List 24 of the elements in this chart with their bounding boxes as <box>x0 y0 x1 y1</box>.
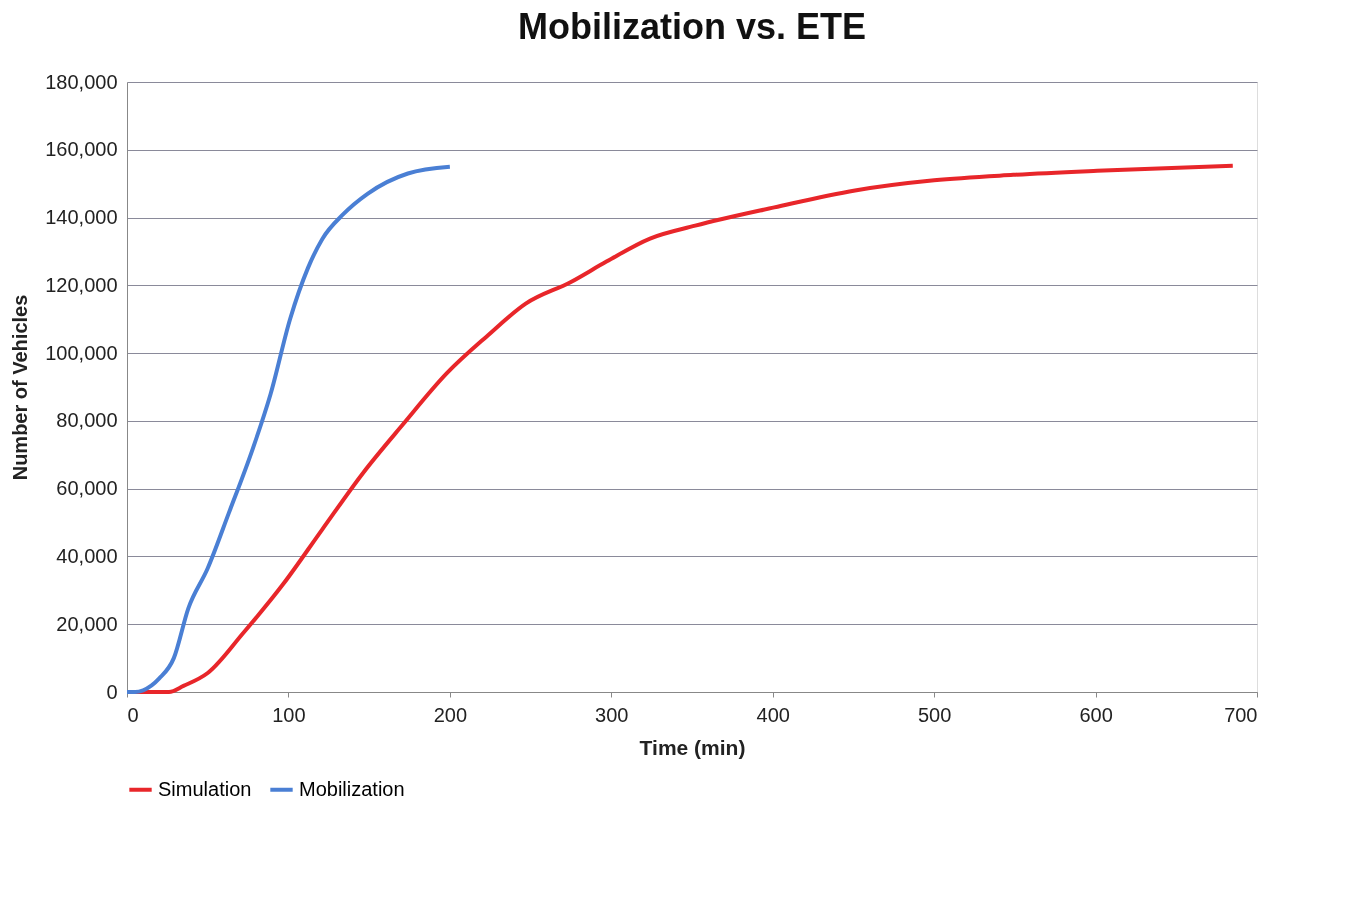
y-tick-label: 80,000 <box>56 409 118 432</box>
x-tick-label: 500 <box>917 703 952 726</box>
y-tick-label: 20,000 <box>56 612 118 635</box>
legend-label: Mobilization <box>299 777 405 800</box>
y-tick-label: 60,000 <box>56 477 118 500</box>
line-series <box>125 164 452 694</box>
y-tick-label: 140,000 <box>45 206 118 229</box>
x-axis-title: Time (min) <box>639 735 746 759</box>
y-tick-label: 100,000 <box>45 341 118 364</box>
y-tick-label: 160,000 <box>45 138 118 161</box>
x-tick-label: 300 <box>595 703 629 726</box>
y-tick-label: 180,000 <box>45 70 118 93</box>
y-tick-label: 0 <box>106 680 118 703</box>
y-axis-title: Number of Vehicles <box>9 294 32 481</box>
x-tick-label: 700 <box>1224 703 1258 726</box>
chart-title: Mobilization vs. ETE <box>517 6 867 47</box>
legend-label: Simulation <box>158 777 252 800</box>
y-tick-label: 120,000 <box>45 273 118 296</box>
x-tick-label: 600 <box>1079 703 1113 726</box>
y-tick-label: 40,000 <box>56 544 118 567</box>
x-tick-label: 100 <box>272 703 306 726</box>
x-tick-label: 400 <box>756 703 790 726</box>
x-tick-label: 0 <box>127 703 139 726</box>
x-tick-label: 200 <box>433 703 468 726</box>
